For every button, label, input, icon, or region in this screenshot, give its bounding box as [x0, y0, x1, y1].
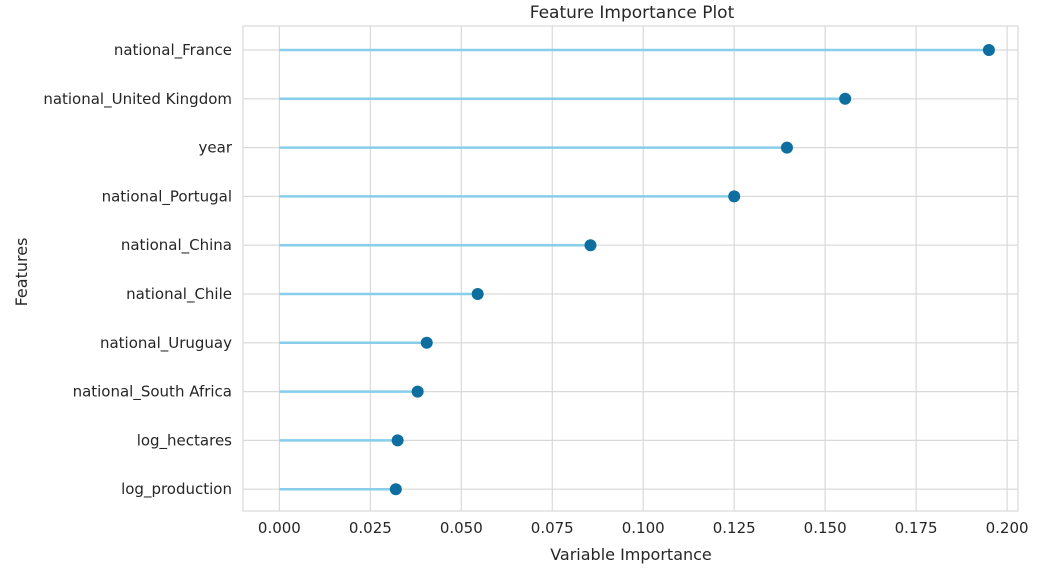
- y-tick-label: log_production: [121, 480, 232, 499]
- importance-marker: [728, 190, 741, 203]
- x-tick-label: 0.050: [440, 519, 483, 537]
- importance-marker: [982, 44, 995, 56]
- x-tick-label: 0.200: [986, 519, 1029, 537]
- y-tick-label: national_Portugal: [102, 187, 232, 206]
- importance-marker: [389, 483, 402, 496]
- x-tick-label: 0.100: [622, 519, 665, 537]
- y-tick-label: national_Uruguay: [100, 334, 232, 353]
- stems-layer: [279, 48, 989, 491]
- importance-marker: [780, 141, 793, 154]
- x-tick-label: 0.125: [713, 519, 756, 537]
- importance-marker: [471, 288, 484, 300]
- importance-marker: [584, 239, 597, 252]
- y-tick-label: log_hectares: [137, 431, 232, 450]
- y-tick-label: national_France: [114, 41, 232, 60]
- x-tick-labels: 0.000 0.025 0.050 0.075 0.100 0.125 0.150 0.175…: [258, 519, 1029, 537]
- importance-marker: [391, 434, 404, 447]
- x-tick-label: 0.000: [258, 519, 301, 537]
- markers-layer: [389, 44, 995, 496]
- chart-title: Feature Importance Plot: [530, 3, 735, 23]
- plot-frame: [242, 25, 1019, 512]
- y-tick-label: national_Chile: [126, 285, 232, 304]
- y-tick-label: year: [199, 139, 233, 157]
- x-tick-label: 0.025: [349, 519, 392, 537]
- y-tick-labels: national_France national_United Kingdom ye…: [43, 41, 233, 499]
- x-tick-label: 0.075: [531, 519, 574, 537]
- importance-marker: [420, 336, 433, 349]
- y-axis-title: Features: [12, 238, 31, 307]
- x-tick-label: 0.175: [895, 519, 938, 537]
- importance-marker: [839, 92, 852, 105]
- x-tick-label: 0.150: [804, 519, 847, 537]
- y-tick-label: national_United Kingdom: [43, 90, 232, 109]
- x-axis-title: Variable Importance: [550, 545, 712, 564]
- y-tick-label: national_South Africa: [73, 383, 232, 402]
- y-tick-label: national_China: [121, 236, 232, 255]
- importance-marker: [411, 385, 424, 398]
